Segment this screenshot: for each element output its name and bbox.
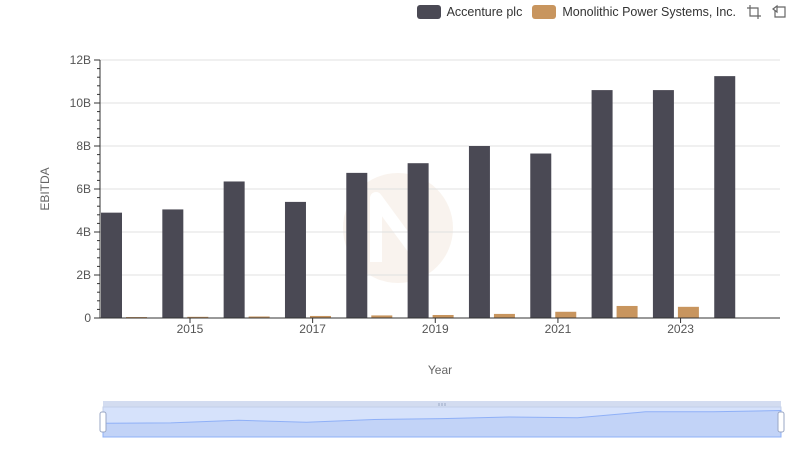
axes: 0 2B 4B 6B 8B 10B 12B 2015 2017 2019 2021 2023 xyxy=(70,53,780,336)
y-tick-label: 8B xyxy=(76,139,91,153)
bar-mps-2018[interactable] xyxy=(371,315,393,318)
bar-accenture-2017[interactable] xyxy=(284,201,306,318)
bars xyxy=(101,76,736,319)
bar-accenture-2019[interactable] xyxy=(407,163,429,318)
x-tick-label: 2015 xyxy=(177,322,204,336)
y-tick-label: 10B xyxy=(70,96,91,110)
bar-accenture-2020[interactable] xyxy=(468,146,490,318)
range-slider[interactable] xyxy=(99,401,785,438)
bar-accenture-2024[interactable] xyxy=(714,76,736,318)
slider-grip-icon[interactable] xyxy=(438,403,446,406)
bar-accenture-2016[interactable] xyxy=(223,181,245,318)
bar-mps-2020[interactable] xyxy=(493,313,515,318)
legend-label-accenture: Accenture plc xyxy=(446,5,523,19)
bar-accenture-2022[interactable] xyxy=(591,90,613,318)
y-tick-label: 12B xyxy=(70,53,91,67)
bar-mps-2022[interactable] xyxy=(616,305,638,318)
y-tick-label: 0 xyxy=(84,311,91,325)
legend-swatch-mps xyxy=(532,5,557,19)
legend-item-accenture[interactable]: Accenture plc xyxy=(416,5,523,19)
x-tick-label: 2017 xyxy=(299,322,326,336)
legend-label-mps: Monolithic Power Systems, Inc. xyxy=(562,5,736,19)
legend: Accenture plc Monolithic Power Systems, … xyxy=(416,4,788,20)
bar-accenture-2015[interactable] xyxy=(162,209,184,318)
restore-icon[interactable] xyxy=(772,4,788,20)
bar-mps-2019[interactable] xyxy=(432,314,454,318)
y-tick-label: 4B xyxy=(76,225,91,239)
legend-item-mps[interactable]: Monolithic Power Systems, Inc. xyxy=(532,5,736,19)
bar-mps-2023[interactable] xyxy=(677,306,699,318)
x-tick-label: 2021 xyxy=(545,322,572,336)
bar-accenture-2021[interactable] xyxy=(530,153,552,318)
bar-accenture-2018[interactable] xyxy=(346,172,368,318)
y-tick-label: 2B xyxy=(76,268,91,282)
y-tick-label: 6B xyxy=(76,182,91,196)
bar-mps-2017[interactable] xyxy=(309,315,331,318)
bar-accenture-2023[interactable] xyxy=(652,90,674,318)
bar-mps-2021[interactable] xyxy=(555,311,577,318)
x-tick-label: 2019 xyxy=(422,322,449,336)
slider-handle-left[interactable] xyxy=(99,411,107,433)
legend-swatch-accenture xyxy=(416,5,441,19)
y-axis-title: EBITDA xyxy=(38,167,52,210)
bar-mps-2016[interactable] xyxy=(248,316,270,318)
zoom-icon[interactable] xyxy=(746,4,762,20)
slider-preview-area xyxy=(102,409,782,438)
x-axis-title: Year xyxy=(428,363,452,377)
bar-accenture-2014[interactable] xyxy=(101,212,122,318)
slider-handle-right[interactable] xyxy=(777,411,785,433)
x-tick-label: 2023 xyxy=(667,322,694,336)
